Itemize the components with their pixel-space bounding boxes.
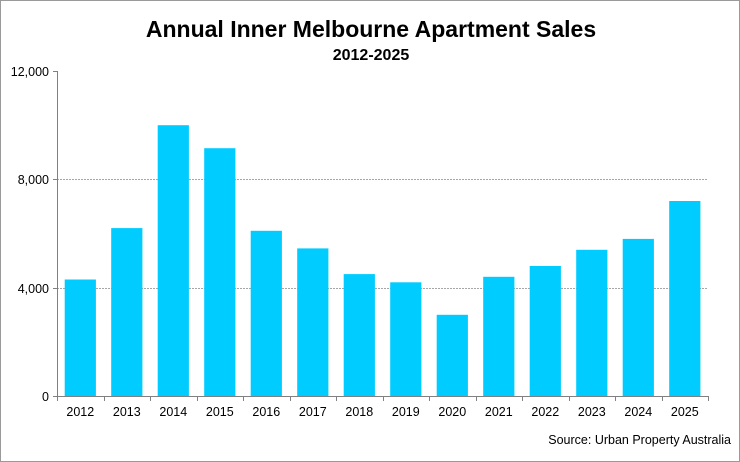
bar-2012: [64, 279, 96, 396]
x-tick-label: 2024: [624, 405, 652, 419]
x-tick-label: 2022: [531, 405, 559, 419]
x-tick-label: 2016: [252, 405, 280, 419]
bar-2022: [529, 266, 561, 396]
x-tick-label: 2014: [159, 405, 187, 419]
chart-subtitle: 2012-2025: [333, 47, 410, 64]
bar-2024: [622, 238, 654, 396]
x-tick-label: 2012: [66, 405, 94, 419]
bar-2016: [250, 230, 282, 396]
y-tick-labels: 0 4,000 8,000 12,000: [11, 65, 49, 404]
source-note: Source: Urban Property Australia: [548, 433, 731, 447]
chart-title: Annual Inner Melbourne Apartment Sales: [146, 16, 596, 42]
x-tick-label: 2023: [578, 405, 606, 419]
bar-2020: [436, 314, 468, 397]
bar-2018: [343, 274, 375, 396]
x-tick-label: 2017: [299, 405, 327, 419]
bars: [64, 125, 701, 397]
y-tick-label: 4,000: [18, 282, 49, 296]
x-tick-label: 2018: [345, 405, 373, 419]
y-tick-label: 8,000: [18, 173, 49, 187]
y-tick-label: 12,000: [11, 65, 49, 79]
bar-2013: [111, 228, 143, 396]
x-tick-label: 2015: [206, 405, 234, 419]
bar-2023: [576, 249, 608, 397]
x-tick-label: 2013: [113, 405, 141, 419]
bar-2017: [297, 248, 329, 396]
bar-2021: [483, 276, 515, 396]
x-tick-label: 2019: [392, 405, 420, 419]
bar-2025: [669, 201, 701, 396]
bar-2014: [157, 125, 189, 396]
bar-2019: [390, 282, 422, 397]
y-tick-label: 0: [42, 390, 49, 404]
x-tick-label: 2021: [485, 405, 513, 419]
x-tick-label: 2020: [438, 405, 466, 419]
bar-2015: [204, 148, 236, 396]
x-tick-label: 2025: [671, 405, 699, 419]
x-tick-labels: 2012 2013 2014 2015 2016 2017 2018 2019 2020 2021…: [66, 405, 698, 419]
gridlines: [57, 179, 708, 289]
axes: [53, 71, 709, 401]
